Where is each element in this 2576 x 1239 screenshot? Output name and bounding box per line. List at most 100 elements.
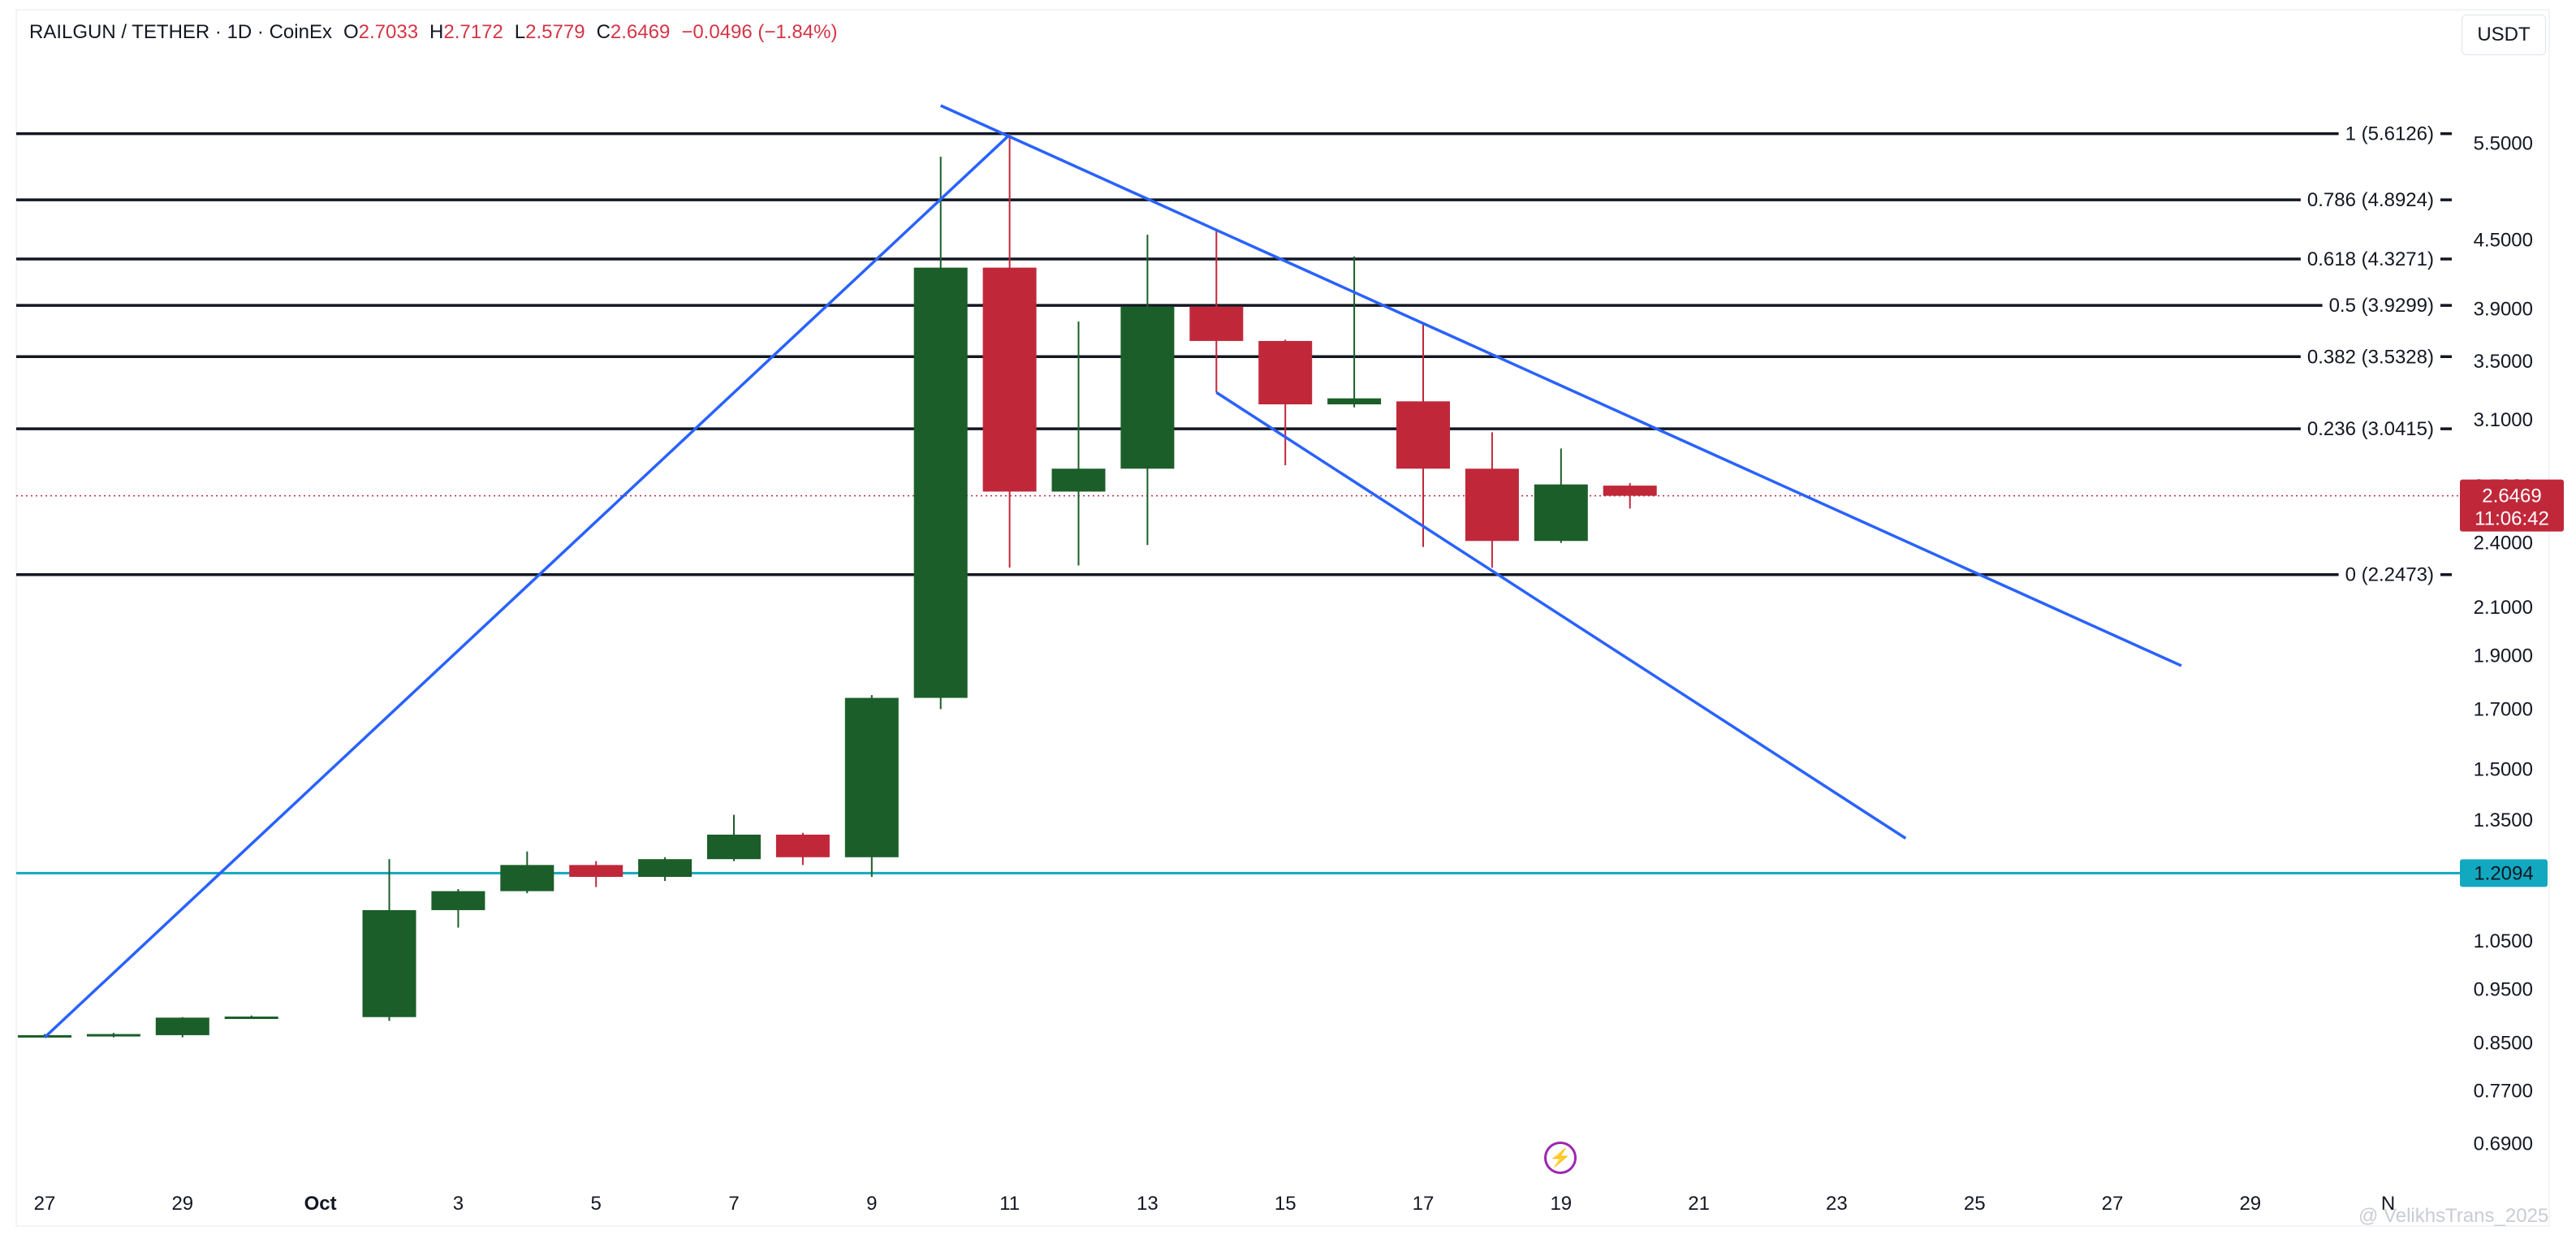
candle-body[interactable] — [569, 865, 624, 878]
candle-body[interactable] — [1120, 306, 1175, 469]
candle[interactable] — [775, 832, 830, 866]
price-tick-label: 3.9000 — [2474, 299, 2533, 321]
candle[interactable] — [1258, 339, 1313, 466]
candle-body[interactable] — [707, 834, 761, 860]
candle[interactable] — [1534, 448, 1588, 543]
candle[interactable] — [913, 157, 968, 710]
price-tick-label: 0.9500 — [2474, 979, 2533, 1001]
candle[interactable] — [1327, 256, 1382, 408]
candle-body[interactable] — [431, 891, 485, 910]
candle[interactable] — [1189, 229, 1244, 393]
open-label: O — [343, 21, 359, 43]
change-value: −0.0496 (−1.84%) — [681, 21, 838, 43]
chart-frame — [15, 9, 2550, 1227]
price-tick-label: 0.8500 — [2474, 1033, 2533, 1055]
fib-label: 0.786 (4.8924) — [2307, 189, 2434, 211]
candle-body[interactable] — [1327, 398, 1382, 405]
fib-label-bg — [2300, 344, 2440, 370]
price-tick-label: 5.5000 — [2474, 133, 2533, 155]
candle-body[interactable] — [638, 859, 693, 878]
time-tick-label: 29 — [171, 1193, 193, 1215]
time-tick-label: 5 — [591, 1193, 602, 1215]
candle[interactable] — [707, 814, 761, 861]
trendlines[interactable] — [43, 104, 2182, 1038]
candle-body[interactable] — [362, 909, 416, 1017]
candle-body[interactable] — [1465, 468, 1519, 542]
fibonacci-retracement[interactable]: 1 (5.6126) 0.786 (4.8924) 0.618 (4.3271) 0.… — [16, 121, 2452, 588]
time-tick-label: 13 — [1137, 1193, 1159, 1215]
fib-label-bg — [2338, 121, 2440, 147]
candle[interactable] — [431, 889, 485, 928]
time-tick-label: 19 — [1550, 1193, 1572, 1215]
time-tick-label: 29 — [2239, 1193, 2261, 1215]
candle-body[interactable] — [500, 865, 554, 891]
candle-body[interactable] — [1396, 401, 1450, 469]
close-value: 2.6469 — [610, 21, 671, 43]
lightning-icon[interactable]: ⚡ — [1544, 1142, 1577, 1174]
price-axis[interactable]: 5.50004.50003.90003.50003.10002.70002.40… — [2474, 133, 2533, 1155]
time-tick-label: 17 — [1413, 1193, 1435, 1215]
fib-label: 0 (2.2473) — [2345, 564, 2434, 586]
candle[interactable] — [982, 133, 1037, 568]
candle[interactable] — [224, 1015, 278, 1020]
rally-line[interactable] — [43, 133, 1011, 1038]
time-tick-label: 27 — [34, 1193, 56, 1215]
time-tick-label: 27 — [2102, 1193, 2124, 1215]
fib-label: 1 (5.6126) — [2345, 123, 2434, 145]
candle-body[interactable] — [913, 267, 968, 698]
price-tick-label: 4.5000 — [2474, 230, 2533, 252]
time-tick-label: 23 — [1826, 1193, 1848, 1215]
fib-label-bg — [2300, 246, 2440, 272]
lower-channel-line[interactable] — [1215, 391, 1907, 840]
last-price-badge — [2460, 479, 2564, 532]
symbol-name[interactable]: RAILGUN / TETHER · 1D · CoinEx — [29, 21, 332, 43]
fib-label: 0.5 (3.9299) — [2329, 295, 2434, 317]
support-price-badge — [2460, 859, 2548, 887]
time-tick-label: N — [2381, 1193, 2395, 1215]
price-tick-label: 3.5000 — [2474, 351, 2533, 373]
candle[interactable] — [155, 1017, 209, 1038]
price-tick-label: 1.7000 — [2474, 698, 2533, 720]
candle-body[interactable] — [224, 1017, 278, 1020]
candle[interactable] — [1396, 324, 1450, 547]
candle-body[interactable] — [844, 697, 899, 857]
fib-label: 0.382 (3.5328) — [2307, 346, 2434, 368]
candle[interactable] — [569, 861, 624, 887]
candle-body[interactable] — [155, 1017, 209, 1035]
support-price-text: 1.2094 — [2474, 862, 2533, 884]
candle-body[interactable] — [982, 267, 1037, 492]
candle[interactable] — [1051, 322, 1106, 566]
candle[interactable] — [1603, 483, 1657, 509]
time-tick-label: 11 — [999, 1193, 1020, 1215]
fib-label-bg — [2338, 562, 2440, 588]
candle-body[interactable] — [86, 1034, 140, 1037]
candles[interactable] — [18, 133, 1657, 1038]
candle[interactable] — [1465, 432, 1519, 568]
candle-body[interactable] — [1189, 306, 1244, 341]
candle[interactable] — [1120, 235, 1175, 546]
candle[interactable] — [844, 695, 899, 878]
time-tick-label: 3 — [453, 1193, 464, 1215]
candle[interactable] — [500, 851, 554, 894]
candle[interactable] — [86, 1033, 140, 1038]
time-tick-label: 7 — [728, 1193, 739, 1215]
price-tick-label: 1.3500 — [2474, 809, 2533, 831]
candle-body[interactable] — [1534, 484, 1588, 542]
candle-body[interactable] — [1051, 468, 1106, 492]
candle[interactable] — [362, 859, 416, 1021]
currency-unit-button[interactable]: USDT — [2462, 15, 2546, 55]
candle-body[interactable] — [775, 834, 830, 857]
time-axis[interactable]: 27 29 Oct 3 5 7 9 11 13 15 17 19 21 23 25 27 29 N — [34, 1193, 2396, 1215]
fib-label-bg — [2322, 293, 2440, 319]
upper-channel-line[interactable] — [939, 104, 2182, 667]
candle-body[interactable] — [1603, 486, 1657, 496]
watermark: @ VelikhsTrans_2025 — [2358, 1205, 2549, 1227]
low-label: L — [514, 21, 526, 43]
time-tick-label: 15 — [1275, 1193, 1297, 1215]
time-tick-label: 21 — [1688, 1193, 1710, 1215]
candle-body[interactable] — [1258, 340, 1313, 405]
time-tick-label: 25 — [1964, 1193, 1986, 1215]
time-tick-label: Oct — [304, 1193, 337, 1215]
candle[interactable] — [638, 857, 693, 881]
